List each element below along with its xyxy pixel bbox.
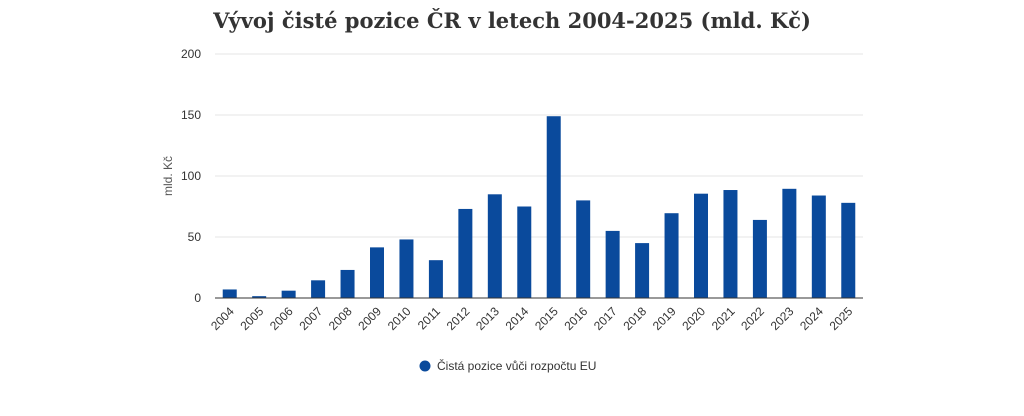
bar-2011: [428, 260, 443, 298]
x-tick-label: 2012: [444, 304, 473, 333]
x-tick-label: 2024: [797, 304, 826, 333]
y-tick-label: 150: [181, 108, 201, 122]
x-tick-label: 2019: [650, 304, 679, 333]
x-tick-label: 2016: [562, 304, 591, 333]
x-tick-label: 2010: [385, 304, 414, 333]
y-tick-label: 200: [181, 47, 201, 61]
bar-2006: [281, 290, 296, 298]
bar-2020: [694, 193, 708, 298]
x-tick-label: 2009: [355, 304, 384, 333]
bar-2004: [222, 289, 237, 298]
bar-2007: [311, 280, 326, 298]
x-tick-label: 2008: [326, 304, 355, 333]
bar-2012: [458, 208, 473, 298]
x-tick-label: 2005: [238, 304, 267, 333]
bar-2019: [664, 213, 679, 298]
bar-2013: [487, 194, 502, 298]
x-tick-label: 2021: [709, 304, 738, 333]
bar-2008: [340, 269, 355, 298]
x-tick-label: 2006: [267, 304, 296, 333]
bar-2017: [605, 230, 620, 298]
bar-2022: [752, 219, 767, 298]
bar-2024: [811, 195, 826, 298]
x-tick-label: 2011: [415, 304, 443, 332]
x-tick-label: 2020: [679, 304, 708, 333]
x-tick-label: 2013: [473, 304, 502, 333]
x-tick-label: 2017: [591, 304, 620, 333]
x-tick-label: 2014: [503, 304, 532, 333]
x-tick-label: 2007: [296, 304, 325, 333]
x-tick-label: 2018: [620, 304, 649, 333]
bar-2016: [576, 200, 591, 298]
bar-2018: [635, 243, 650, 298]
bar-2021: [723, 190, 738, 298]
x-tick-label: 2004: [208, 304, 237, 333]
bar-2009: [370, 247, 384, 298]
bar-2023: [782, 188, 797, 298]
x-tick-label: 2025: [827, 304, 856, 333]
y-tick-label: 50: [188, 230, 202, 244]
legend-marker: [419, 360, 431, 372]
bar-2014: [517, 206, 532, 298]
chart-title: Vývoj čisté pozice ČR v letech 2004-2025…: [213, 8, 811, 33]
x-tick-label: 2015: [532, 304, 561, 333]
bar-2005: [252, 296, 267, 298]
legend-label: Čistá pozice vůči rozpočtu EU: [437, 358, 596, 373]
x-tick-label: 2023: [768, 304, 797, 333]
y-tick-label: 100: [181, 169, 201, 183]
bar-2015: [546, 116, 561, 298]
y-tick-label: 0: [194, 291, 201, 305]
y-axis-title: mld. Kč: [161, 156, 175, 196]
bar-2025: [841, 202, 856, 298]
x-tick-label: 2022: [738, 304, 767, 333]
bar-2010: [399, 239, 414, 298]
